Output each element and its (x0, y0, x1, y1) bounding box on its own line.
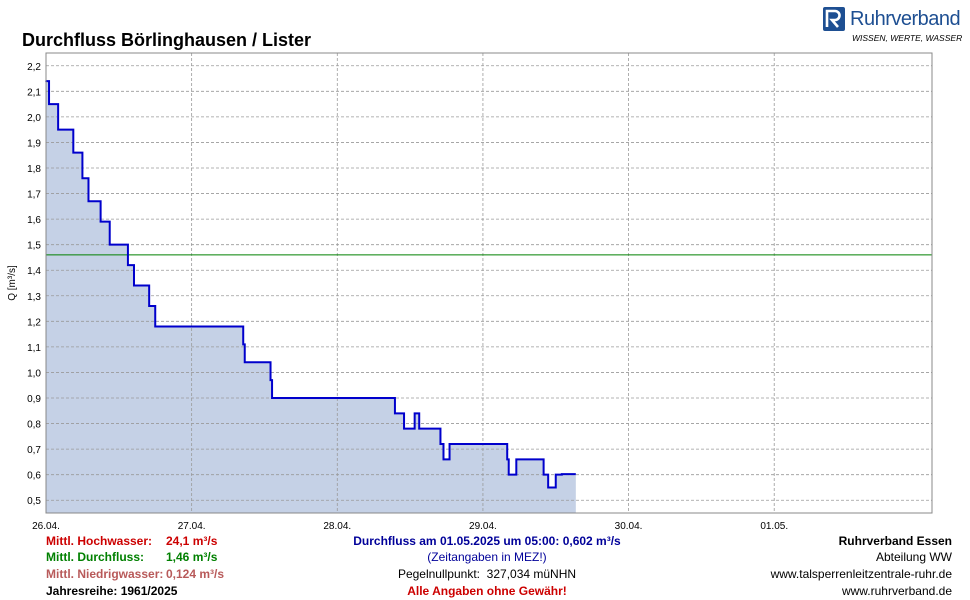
y-tick-label: 1,7 (27, 190, 41, 201)
data-point (99, 220, 102, 223)
stat-niedrigwasser: Mittl. Niedrigwasser: 0,124 m³/s (46, 567, 224, 581)
pegel-label: Pegelnullpunkt: (397, 567, 480, 581)
y-tick-label: 1,1 (27, 343, 41, 354)
x-tick-label: 27.04. (178, 521, 206, 532)
data-point (418, 427, 421, 430)
org-dept: Abteilung WW (875, 550, 952, 564)
y-tick-label: 2,1 (27, 87, 41, 98)
y-tick-label: 0,9 (27, 394, 41, 405)
data-point (242, 343, 245, 346)
stat-hochwasser: Mittl. Hochwasser: 24,1 m³/s (46, 534, 217, 548)
current-discharge: Durchfluss am 01.05.2025 um 05:00: 0,602… (353, 534, 621, 548)
stat-durchfluss: Mittl. Durchfluss: 1,46 m³/s (46, 550, 217, 564)
pegel-value: 327,034 müNHN (486, 567, 577, 581)
data-point (547, 486, 549, 489)
data-point (515, 458, 518, 461)
ruhrverband-logo: Ruhrverband WISSEN, WERTE, WASSER (822, 6, 962, 46)
ruhrverband-logo-icon (823, 7, 845, 31)
data-point (506, 458, 509, 461)
y-tick-label: 1,5 (27, 241, 41, 252)
data-point (133, 284, 135, 287)
y-tick-label: 0,6 (27, 471, 41, 482)
data-point (403, 427, 405, 430)
org-name: Ruhrverband Essen (838, 534, 952, 548)
data-point (127, 264, 129, 266)
x-tick-label: 26.04. (32, 521, 60, 532)
data-point (439, 443, 442, 445)
y-tick-label: 2,2 (27, 62, 41, 73)
x-tick-label: 28.04. (323, 521, 351, 532)
x-tick-label: 01.05. (760, 521, 788, 532)
data-point (148, 305, 150, 307)
data-point (394, 412, 396, 415)
pegelnullpunkt: Pegelnullpunkt: 327,034 müNHN (307, 567, 667, 581)
data-point (442, 458, 445, 461)
x-tick-label: 29.04. (469, 521, 497, 532)
jahresreihe: Jahresreihe: 1961/2025 (46, 584, 178, 598)
y-tick-label: 1,4 (27, 266, 41, 277)
plot-border (45, 52, 933, 514)
y-tick-label: 1,0 (27, 368, 41, 379)
data-point (87, 200, 90, 203)
data-point (269, 379, 272, 381)
zeitangaben-note: (Zeitangaben in MEZ!) (427, 550, 547, 564)
durchfluss-value: 1,46 m³/s (166, 550, 218, 564)
y-tick-label: 0,8 (27, 420, 41, 431)
data-point (561, 473, 563, 475)
chart-title: Durchfluss Börlinghausen / Lister (22, 30, 312, 50)
x-tick-label: 30.04. (615, 521, 643, 532)
data-point (81, 177, 84, 180)
hochwasser-label: Mittl. Hochwasser: (46, 534, 153, 548)
data-point (413, 412, 416, 415)
y-tick-label: 2,0 (27, 113, 41, 124)
logo-tagline: WISSEN, WERTE, WASSER (852, 33, 963, 43)
data-point (154, 325, 157, 328)
data-point (271, 397, 273, 399)
niedrig-label: Mittl. Niedrigwasser: (46, 567, 164, 581)
data-point (48, 103, 50, 105)
y-tick-label: 0,7 (27, 445, 41, 456)
durchfluss-label: Mittl. Durchfluss: (46, 550, 144, 564)
niedrig-value: 0,124 m³/s (166, 567, 225, 581)
series-area-0 (46, 81, 576, 513)
website-link-tlz[interactable]: www.talsperrenleitzentrale-ruhr.de (770, 567, 952, 581)
data-point (57, 128, 59, 131)
y-tick-label: 1,8 (27, 164, 41, 175)
y-tick-label: 1,2 (27, 317, 41, 328)
disclaimer: Alle Angaben ohne Gewähr! (407, 584, 567, 598)
data-point (243, 361, 246, 364)
data-point (448, 443, 451, 445)
hochwasser-value: 24,1 m³/s (166, 534, 218, 548)
y-tick-label: 1,6 (27, 215, 41, 226)
data-point (108, 243, 111, 246)
y-tick-label: 0,5 (27, 496, 41, 507)
data-point (72, 151, 75, 154)
data-point (554, 473, 557, 476)
data-point (507, 473, 510, 476)
logo-name: Ruhrverband (850, 8, 961, 30)
data-point (542, 473, 545, 476)
y-tick-label: 1,9 (27, 138, 41, 149)
website-link-ruhrverband[interactable]: www.ruhrverband.de (841, 584, 952, 598)
y-axis-label: Q [m³/s] (7, 265, 18, 301)
y-tick-label: 1,3 (27, 292, 41, 303)
series-line-0 (46, 80, 576, 489)
